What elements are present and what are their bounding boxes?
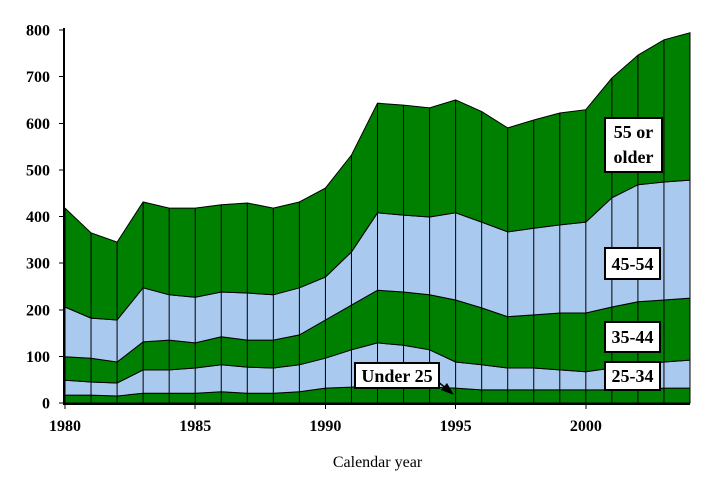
y-tick-label: 100	[26, 349, 50, 366]
y-tick-label: 500	[26, 162, 50, 179]
x-tick-label: 1985	[179, 418, 211, 435]
x-tick-label: 1980	[49, 418, 81, 435]
y-tick-label: 800	[26, 23, 50, 40]
x-tick-label: 1995	[440, 418, 472, 435]
label-box-45-54: 45-54	[604, 247, 661, 280]
y-tick-label: 300	[26, 256, 50, 273]
under-25-arrow-head	[441, 383, 454, 395]
label-under-25: Under 25	[361, 365, 433, 386]
y-tick-label: 200	[26, 302, 50, 319]
y-tick-label: 0	[42, 396, 50, 413]
label-55-line1: 55 or	[613, 122, 654, 142]
x-tick-label: 1990	[309, 418, 341, 435]
y-tick-label: 400	[26, 209, 50, 226]
y-tick-label: 700	[26, 69, 50, 86]
label-55-line2: older	[613, 147, 654, 167]
label-box-55-or-older: 55 or older	[604, 117, 663, 173]
label-25-34: 25-34	[611, 366, 654, 386]
label-45-54: 45-54	[611, 253, 654, 274]
x-axis-title: Calendar year	[332, 454, 423, 471]
y-tick-label: 600	[26, 116, 50, 133]
label-box-under-25: Under 25	[354, 362, 440, 389]
x-tick-label: 2000	[570, 418, 602, 435]
label-box-35-44: 35-44	[604, 321, 661, 353]
label-box-25-34: 25-34	[604, 361, 661, 391]
label-35-44: 35-44	[611, 327, 654, 347]
